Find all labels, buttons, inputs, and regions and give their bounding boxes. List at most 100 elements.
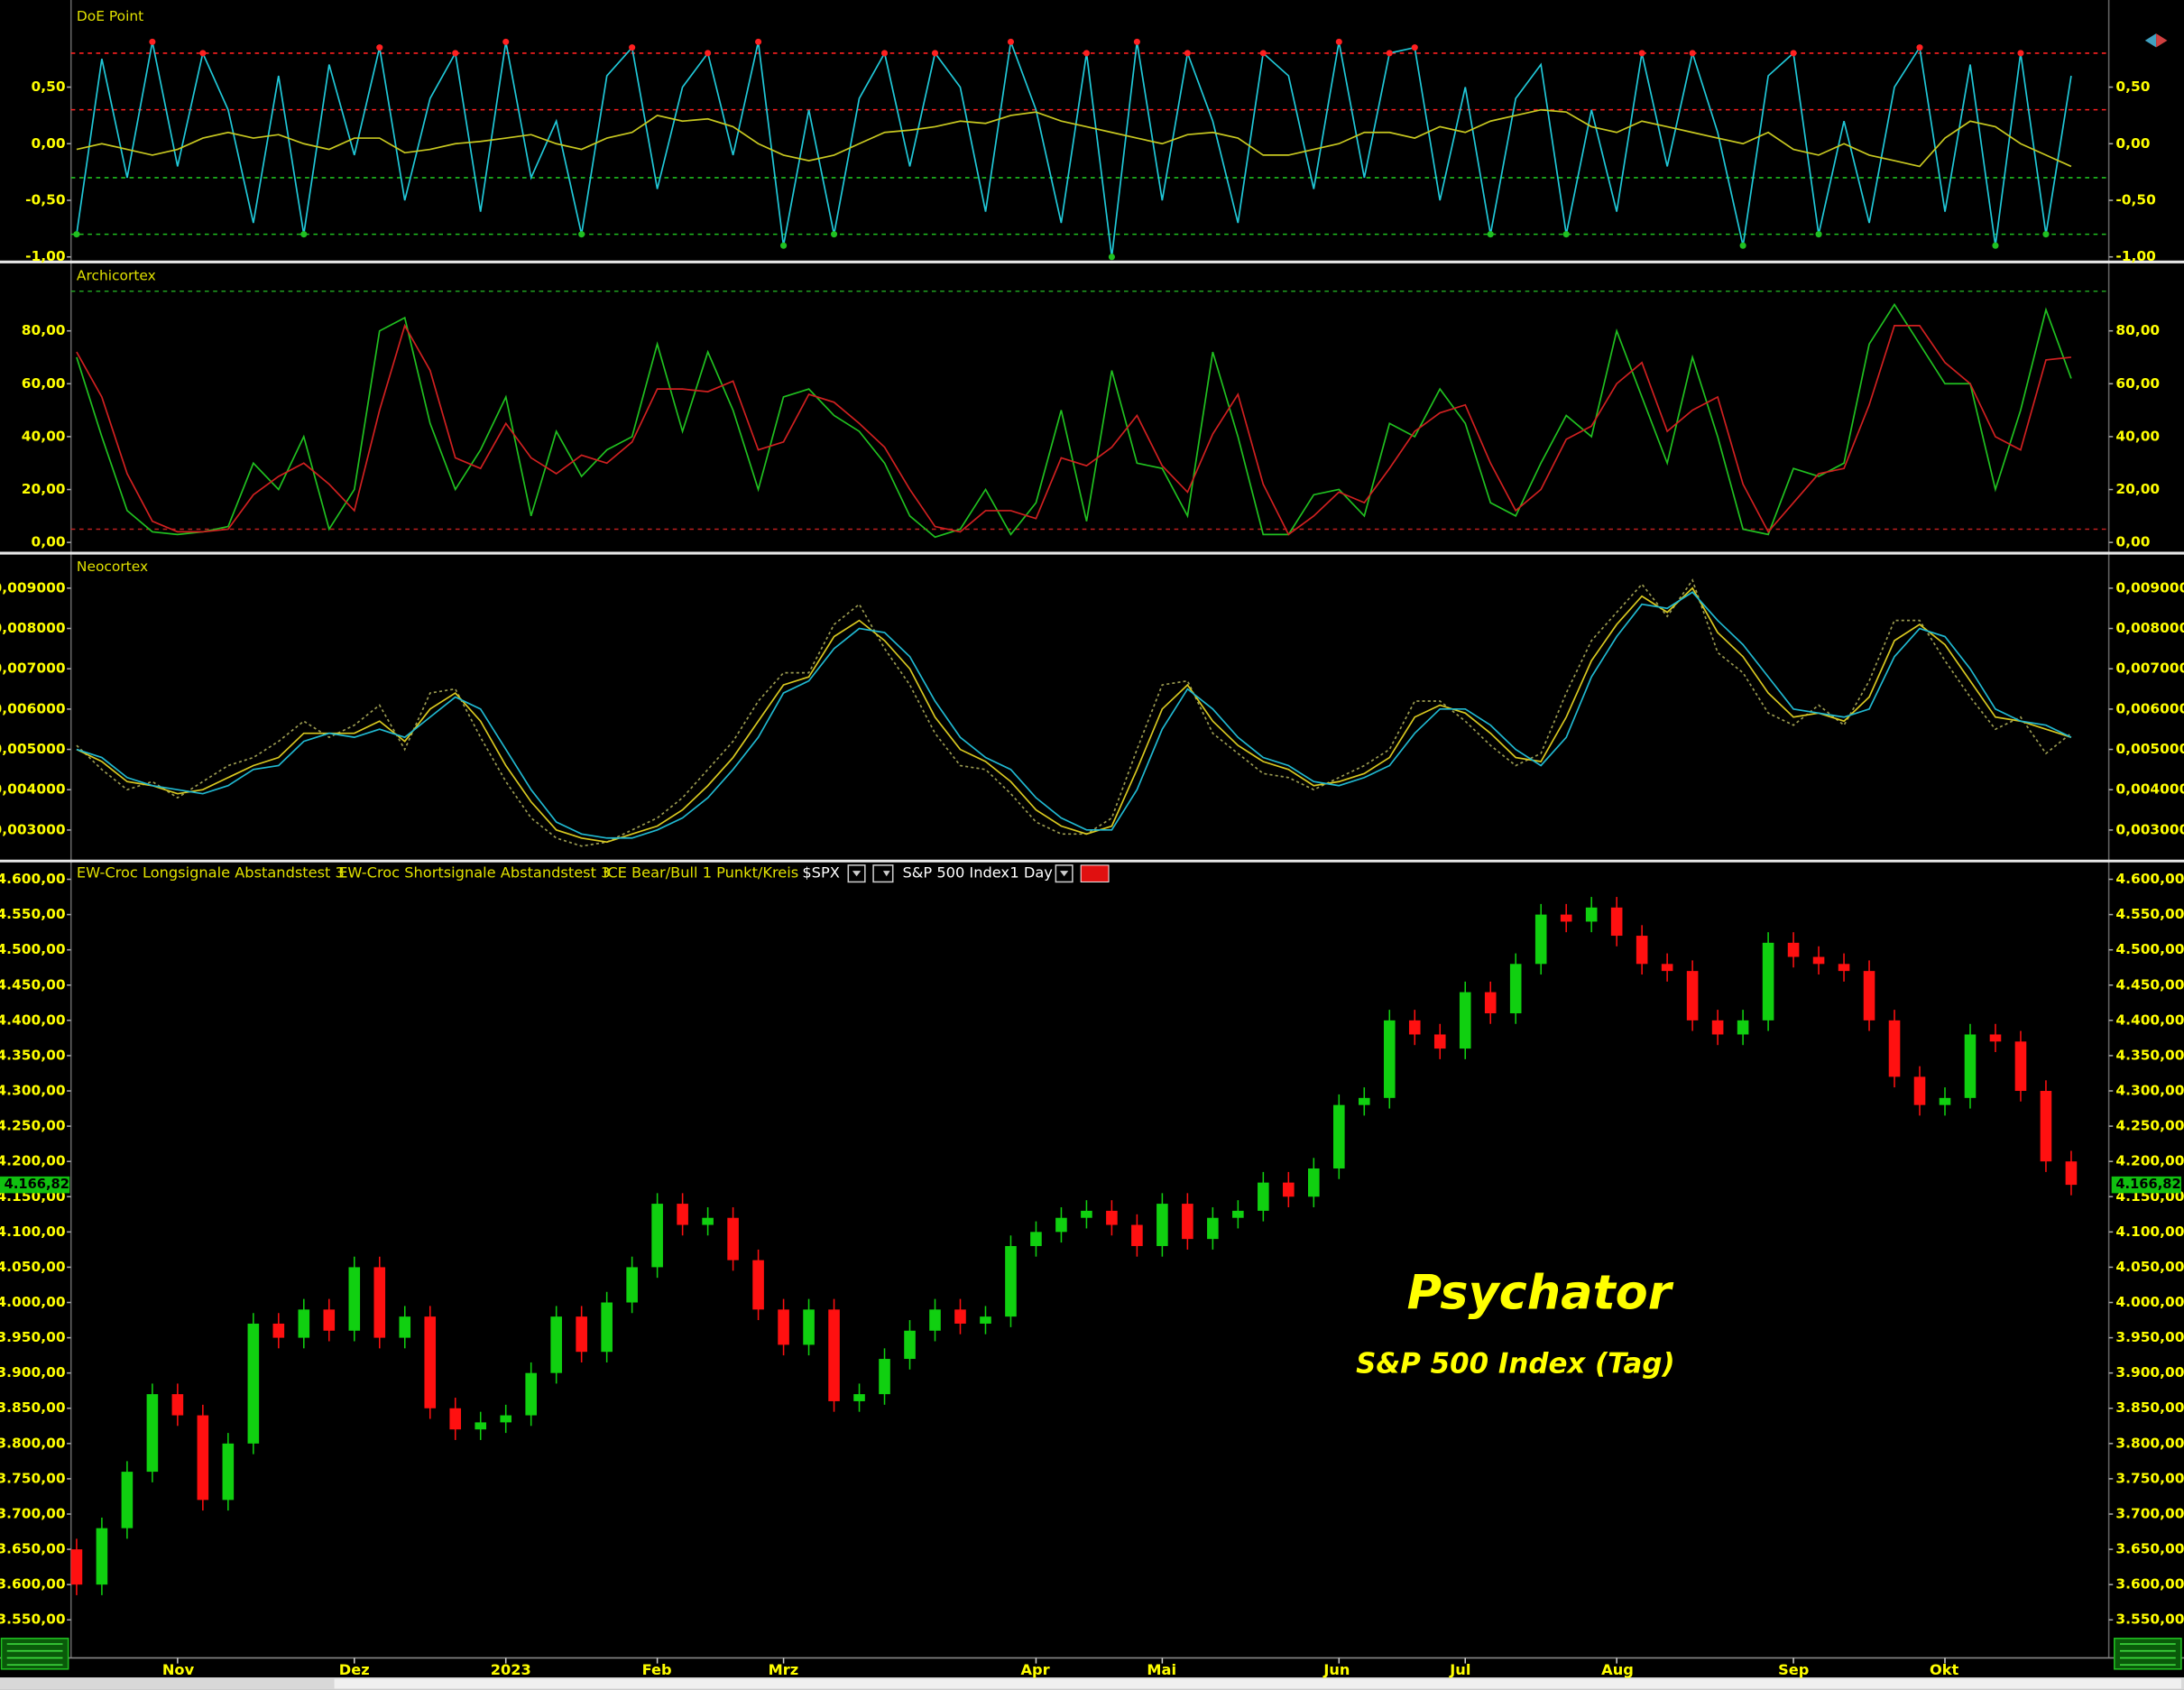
signal-marker [1133, 38, 1140, 45]
close-button[interactable] [1080, 864, 1110, 882]
candle-body [1787, 942, 1800, 957]
series-line [76, 302, 2072, 539]
y-tick-label: 80,00 [2115, 322, 2160, 338]
y-tick-label: -1,00 [25, 248, 65, 264]
y-tick-label: 0,007000 [2115, 660, 2184, 677]
candle-body [1030, 1232, 1042, 1246]
candle-body [1636, 936, 1648, 965]
y-tick-label: 4.050,00 [2115, 1259, 2184, 1275]
panel-title: DoE Point [77, 8, 143, 24]
candle-body [1686, 971, 1699, 1020]
y-tick-label: 4.500,00 [0, 941, 66, 957]
y-tick-label: -0,50 [2115, 192, 2156, 208]
candle-body [298, 1309, 310, 1338]
x-tick-label: 2023 [491, 1661, 531, 1678]
signal-marker [1108, 254, 1115, 261]
series-line [76, 578, 2072, 847]
y-tick-label: 3.600,00 [2115, 1576, 2184, 1593]
y-tick-label: 4.000,00 [2115, 1294, 2184, 1310]
candle-body [879, 1359, 890, 1395]
y-tick-label: 3.800,00 [2115, 1435, 2184, 1451]
x-tick-label: Okt [1930, 1661, 1959, 1678]
series-line [76, 108, 2072, 168]
candle-body [1258, 1182, 1269, 1211]
candle-body [1509, 964, 1522, 1014]
signal-marker [1184, 50, 1191, 57]
legend-entry[interactable]: EW-Croc Shortsignale Abstandstest 3 [338, 864, 610, 882]
y-tick-label: 20,00 [2115, 481, 2160, 497]
y-tick-label: 3.850,00 [2115, 1399, 2184, 1416]
y-tick-label: 0,006000 [2115, 700, 2184, 716]
candle-body [500, 1415, 512, 1423]
y-tick-label: 4.400,00 [0, 1011, 66, 1028]
candle-body [475, 1422, 487, 1430]
signal-marker [755, 38, 762, 45]
y-tick-label: 0,00 [2115, 534, 2150, 550]
candle-body [1358, 1097, 1370, 1105]
signal-marker [1992, 242, 1999, 249]
current-price-label: 4.166,82 [2115, 1177, 2180, 1192]
candle-body [1232, 1210, 1244, 1218]
signal-marker [1790, 50, 1797, 57]
series-line [76, 42, 2072, 257]
y-tick-label: 3.950,00 [0, 1329, 66, 1345]
candle-body [2040, 1091, 2052, 1162]
candle-body [2014, 1041, 2027, 1092]
y-tick-label: 4.100,00 [0, 1224, 66, 1240]
legend-entry[interactable]: ICE Bear/Bull 1 Punkt/Kreis [604, 864, 799, 882]
bottom-right-widget[interactable] [2114, 1638, 2182, 1670]
candle-body [980, 1316, 991, 1324]
x-tick-label: Jun [1322, 1661, 1350, 1678]
y-tick-label: 4.250,00 [2115, 1118, 2184, 1134]
signal-marker [1916, 44, 1923, 51]
top-right-icon[interactable] [2144, 33, 2168, 48]
y-tick-label: 0,00 [2115, 135, 2150, 152]
legend-entry[interactable]: EW-Croc Longsignale Abstandstest 3 [77, 864, 345, 882]
y-tick-label: 0,50 [2115, 78, 2150, 95]
dropdown[interactable] [872, 864, 894, 883]
y-tick-label: 4.250,00 [0, 1118, 66, 1134]
candle-body [1484, 992, 1497, 1014]
candle-body [1762, 942, 1774, 1020]
candle-body [1888, 1020, 1901, 1077]
y-tick-label: 3.700,00 [2115, 1506, 2184, 1522]
y-tick-label: 4.200,00 [0, 1153, 66, 1169]
y-tick-label: 4.600,00 [0, 871, 66, 887]
bottom-left-widget[interactable] [0, 1638, 69, 1670]
dropdown-arrow [852, 871, 862, 877]
dropdown-arrow [882, 871, 890, 877]
y-tick-label: 4.500,00 [2115, 941, 2184, 957]
candle-body [373, 1267, 386, 1338]
signal-marker [780, 242, 788, 249]
signal-marker [1335, 38, 1342, 45]
candle-body [222, 1443, 235, 1501]
y-tick-label: 3.800,00 [0, 1435, 66, 1451]
candle-body [1055, 1217, 1067, 1233]
candle-body [1408, 1020, 1421, 1035]
candle-body [1661, 964, 1673, 972]
y-tick-label: 4.550,00 [2115, 906, 2184, 922]
scrollbar-thumb[interactable] [334, 1678, 2181, 1689]
y-tick-label: 3.650,00 [2115, 1541, 2184, 1557]
symbol[interactable]: $SPX [802, 864, 839, 882]
candle-body [1913, 1076, 1926, 1105]
y-tick-label: 0,004000 [0, 781, 66, 798]
y-tick-label: 0,00 [31, 534, 65, 550]
candle-body [1863, 971, 1875, 1020]
candle-body [1737, 1020, 1749, 1035]
candle-body [121, 1472, 134, 1528]
series-line [76, 586, 2072, 844]
dropdown-arrow [1059, 871, 1069, 877]
candle-body [1131, 1224, 1143, 1246]
candle-body [828, 1309, 840, 1401]
signal-marker [2017, 50, 2024, 57]
annotation-title: Psychator [1407, 1266, 1674, 1321]
x-tick-label: Apr [1020, 1661, 1049, 1678]
y-tick-label: 4.200,00 [2115, 1153, 2184, 1169]
x-tick-label: Dez [339, 1661, 370, 1678]
signal-marker [1487, 231, 1494, 238]
candle-body [1207, 1217, 1219, 1240]
candle-body [197, 1415, 209, 1501]
